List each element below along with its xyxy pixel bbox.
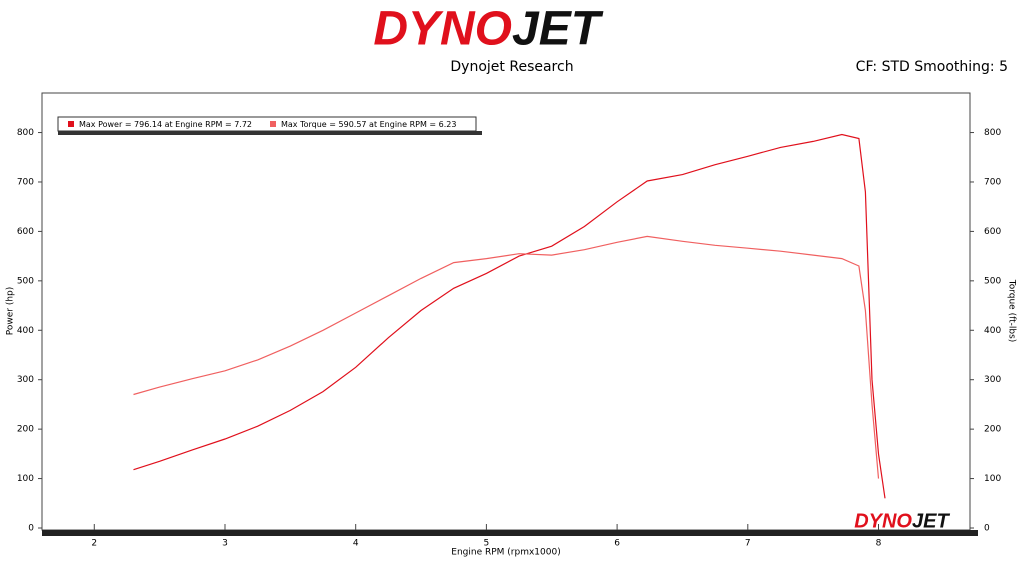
legend-swatch bbox=[68, 121, 74, 127]
x-tick-label: 3 bbox=[222, 539, 228, 549]
x-tick-label: 5 bbox=[484, 539, 490, 549]
x-tick-label: 8 bbox=[876, 539, 882, 549]
chart-title: Dynojet Research bbox=[450, 59, 573, 75]
series-line bbox=[133, 133, 886, 499]
plot-frame bbox=[41, 92, 971, 531]
chart-subtitle: CF: STD Smoothing: 5 bbox=[856, 59, 1008, 75]
y-tick-label: 100 bbox=[17, 474, 34, 484]
y2-tick-label: 200 bbox=[984, 425, 1001, 435]
y-axis-label: Power (hp) bbox=[6, 287, 16, 336]
y2-tick-label: 800 bbox=[984, 128, 1001, 138]
legend-shadow bbox=[58, 131, 482, 135]
y2-tick-label: 700 bbox=[984, 177, 1001, 187]
y2-axis-label: Torque (ft-lbs) bbox=[1007, 279, 1017, 343]
legend-label: Max Torque = 590.57 at Engine RPM = 6.23 bbox=[281, 120, 456, 129]
legend-label: Max Power = 796.14 at Engine RPM = 7.72 bbox=[79, 120, 252, 129]
y-tick-label: 700 bbox=[17, 177, 34, 187]
y2-tick-label: 0 bbox=[984, 524, 990, 534]
x-axis-label: Engine RPM (rpmx1000) bbox=[451, 548, 560, 558]
y-tick-label: 200 bbox=[17, 425, 34, 435]
series-line bbox=[133, 235, 880, 479]
y2-tick-label: 500 bbox=[984, 276, 1001, 286]
y2-tick-label: 300 bbox=[984, 375, 1001, 385]
legend-swatch bbox=[270, 121, 276, 127]
watermark-red: DYNO bbox=[854, 510, 912, 532]
x-tick-label: 2 bbox=[91, 539, 97, 549]
y-tick-label: 800 bbox=[17, 128, 34, 138]
x-tick-label: 4 bbox=[353, 539, 359, 549]
x-tick-label: 6 bbox=[614, 539, 620, 549]
y-tick-label: 300 bbox=[17, 375, 34, 385]
logo-black: JET bbox=[512, 3, 604, 56]
y-tick-label: 0 bbox=[28, 524, 34, 534]
logo-red: DYNO bbox=[373, 3, 512, 56]
y2-tick-label: 400 bbox=[984, 326, 1001, 336]
axis-shadow bbox=[42, 530, 978, 536]
y-tick-label: 400 bbox=[17, 326, 34, 336]
y-tick-label: 600 bbox=[17, 227, 34, 237]
watermark-black: JET bbox=[912, 510, 950, 532]
x-tick-label: 7 bbox=[745, 539, 751, 549]
y-tick-label: 500 bbox=[17, 276, 34, 286]
y2-tick-label: 100 bbox=[984, 474, 1001, 484]
y2-tick-label: 600 bbox=[984, 227, 1001, 237]
